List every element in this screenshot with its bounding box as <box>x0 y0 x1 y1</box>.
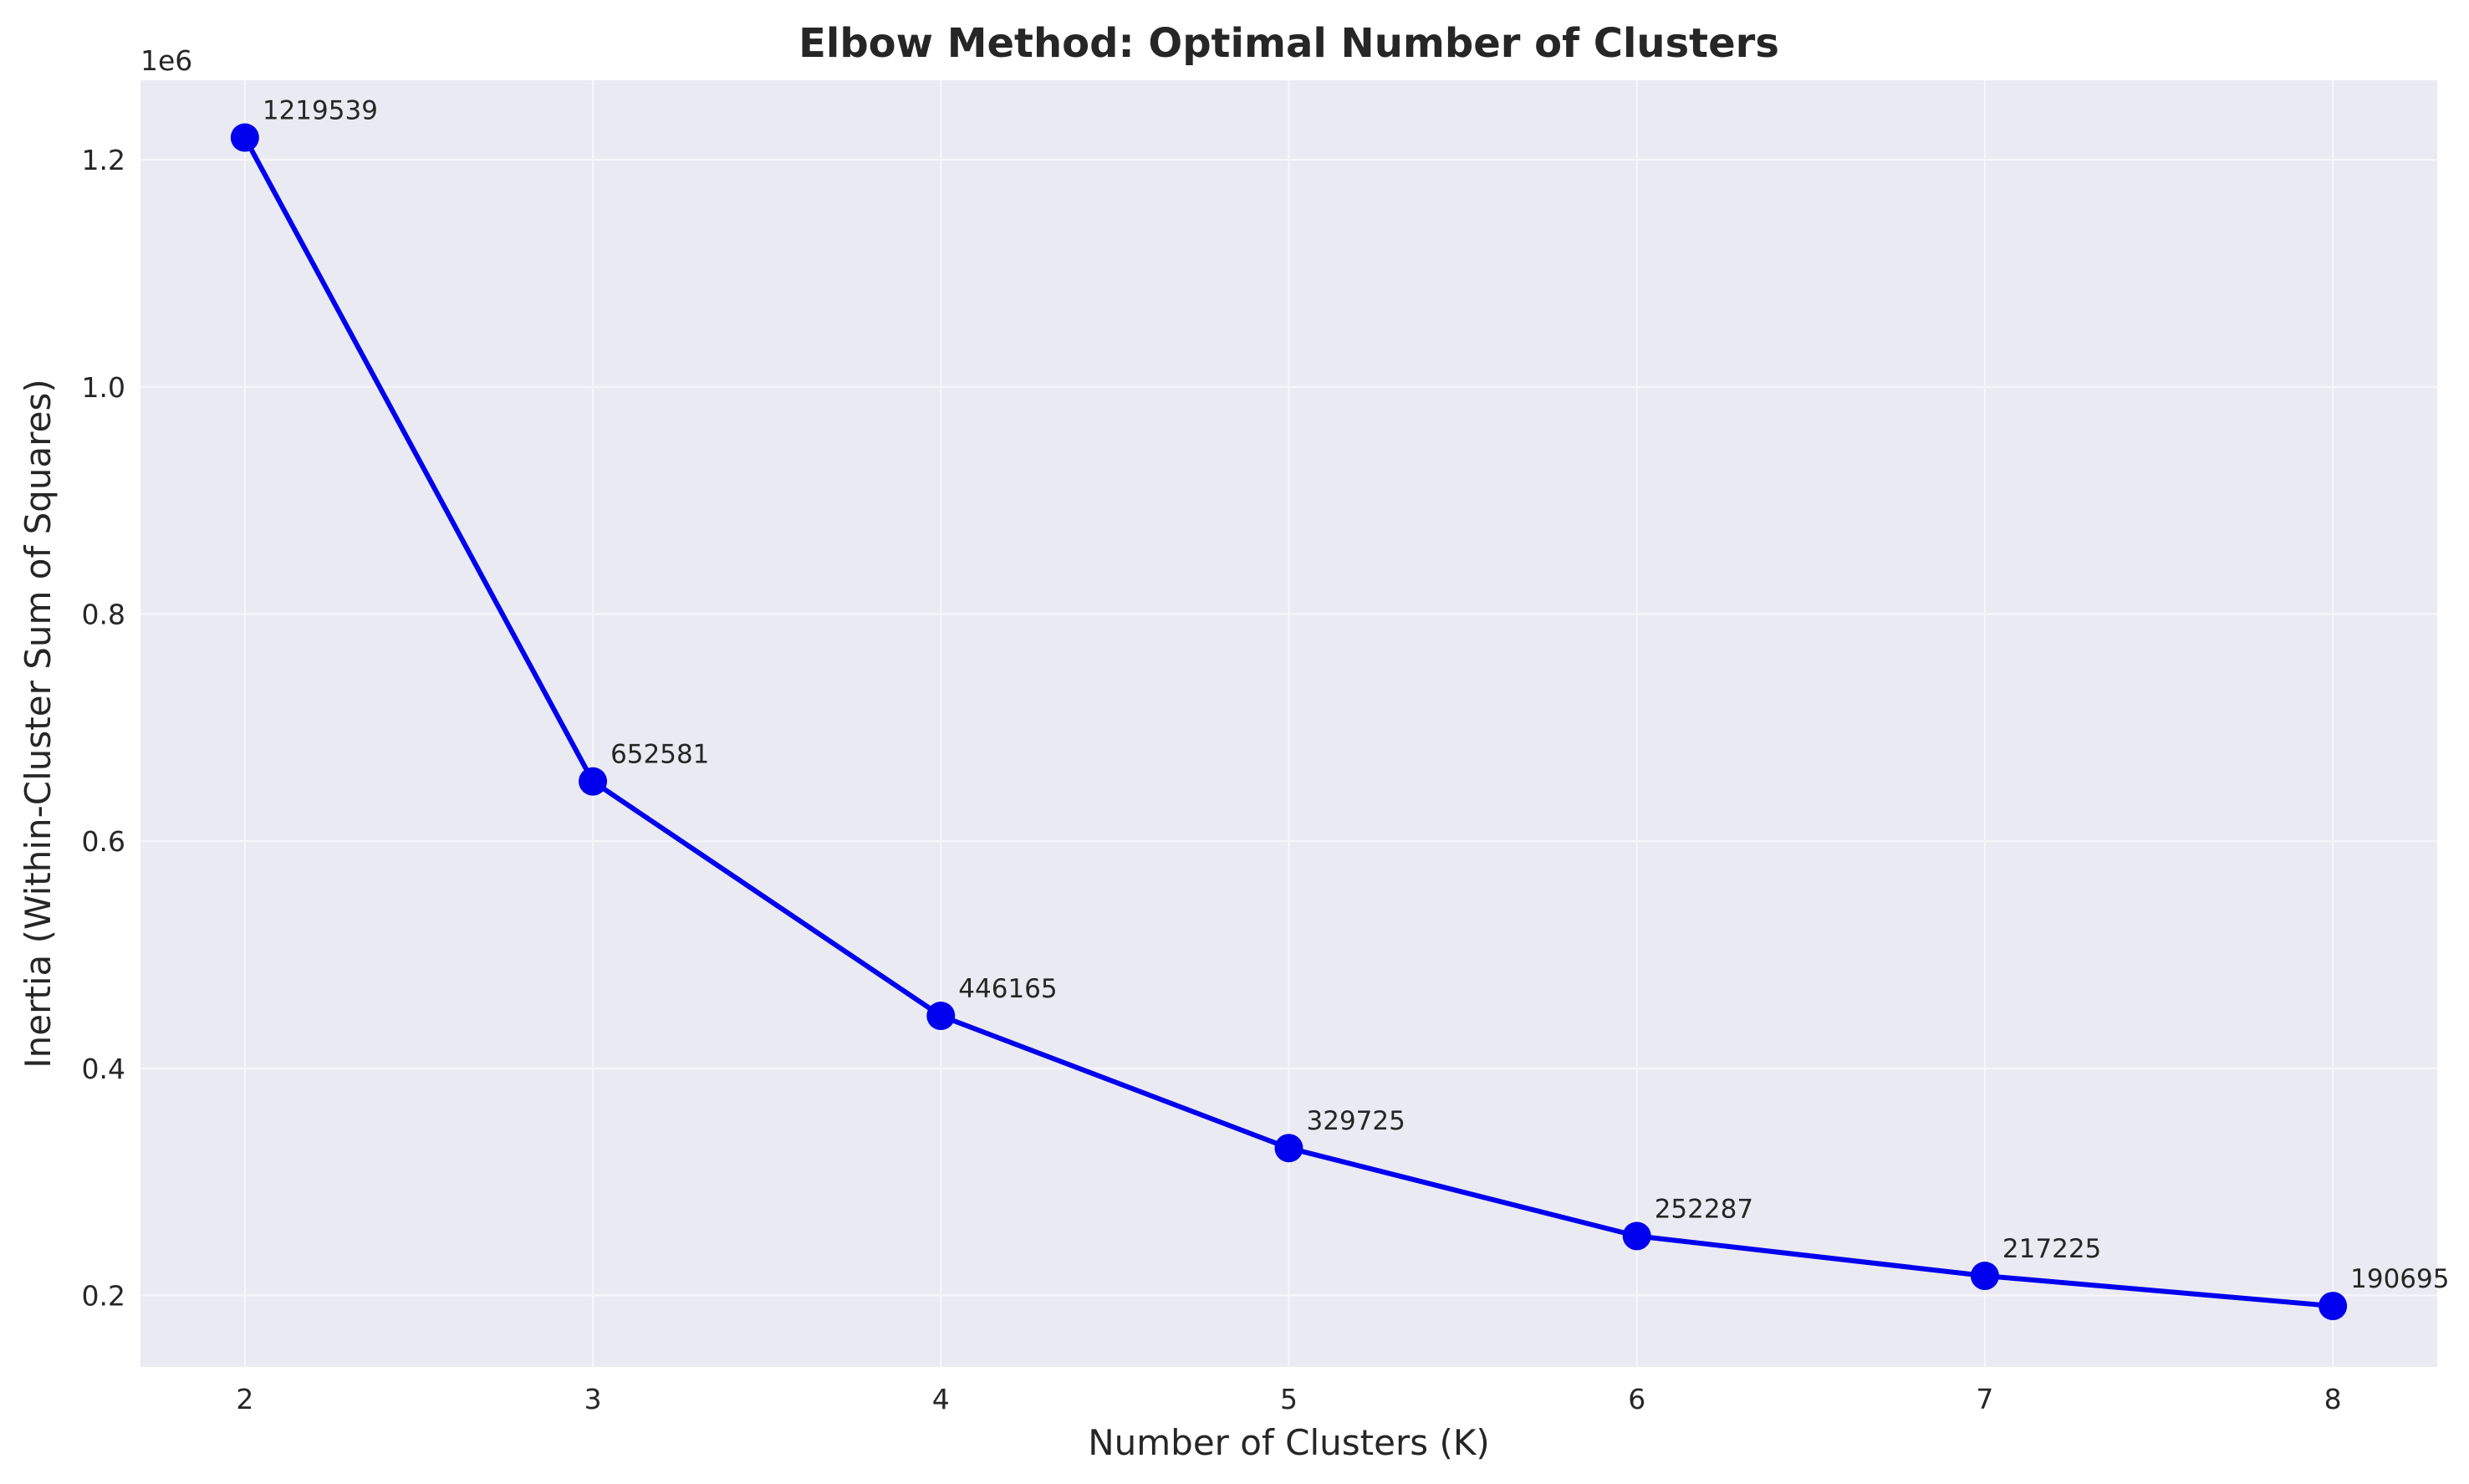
data-labels: 1219539 652581 446165 329725 252287 217225 190… <box>263 96 2450 1295</box>
x-tick-label: 5 <box>1280 1383 1298 1415</box>
data-point-label: 252287 <box>1655 1194 1753 1224</box>
y-tick-label: 0.2 <box>82 1279 125 1312</box>
y-tick-label: 0.4 <box>82 1053 125 1085</box>
y-tick-label: 1.0 <box>82 371 125 404</box>
data-point-label: 446165 <box>958 974 1057 1004</box>
data-point-marker <box>2319 1292 2348 1321</box>
data-point-label: 652581 <box>610 740 709 770</box>
data-markers <box>230 123 2348 1321</box>
x-tick-label: 6 <box>1628 1383 1645 1415</box>
x-axis-label: Number of Clusters (K) <box>1088 1422 1490 1463</box>
y-axis-label: Inertia (Within-Cluster Sum of Squares) <box>18 379 59 1068</box>
x-tick-label: 8 <box>2324 1383 2342 1415</box>
data-point-label: 217225 <box>2002 1234 2101 1264</box>
x-tick-label: 3 <box>584 1383 602 1415</box>
chart-title: Elbow Method: Optimal Number of Clusters <box>798 20 1779 67</box>
y-tick-label: 0.8 <box>82 598 125 630</box>
data-point-marker <box>579 767 608 796</box>
x-tick-label: 4 <box>932 1383 950 1415</box>
x-tick-label: 2 <box>236 1383 253 1415</box>
data-point-marker <box>1622 1221 1651 1251</box>
y-tick-label: 0.6 <box>82 825 125 858</box>
data-point-label: 1219539 <box>263 96 378 126</box>
data-point-marker <box>230 123 259 152</box>
data-point-marker <box>1970 1262 1999 1291</box>
data-point-label: 190695 <box>2350 1264 2449 1294</box>
tick-labels: 2 3 4 5 6 7 8 0.2 0.4 0.6 0.8 1.0 1.2 <box>82 144 2342 1415</box>
y-tick-label: 1.2 <box>82 144 125 176</box>
data-point-marker <box>1274 1134 1303 1163</box>
data-point-marker <box>926 1002 956 1031</box>
grid-lines <box>140 80 2437 1367</box>
x-tick-label: 7 <box>1976 1383 1993 1415</box>
data-point-label: 329725 <box>1307 1106 1405 1136</box>
y-axis-offset-label: 1e6 <box>140 44 192 77</box>
